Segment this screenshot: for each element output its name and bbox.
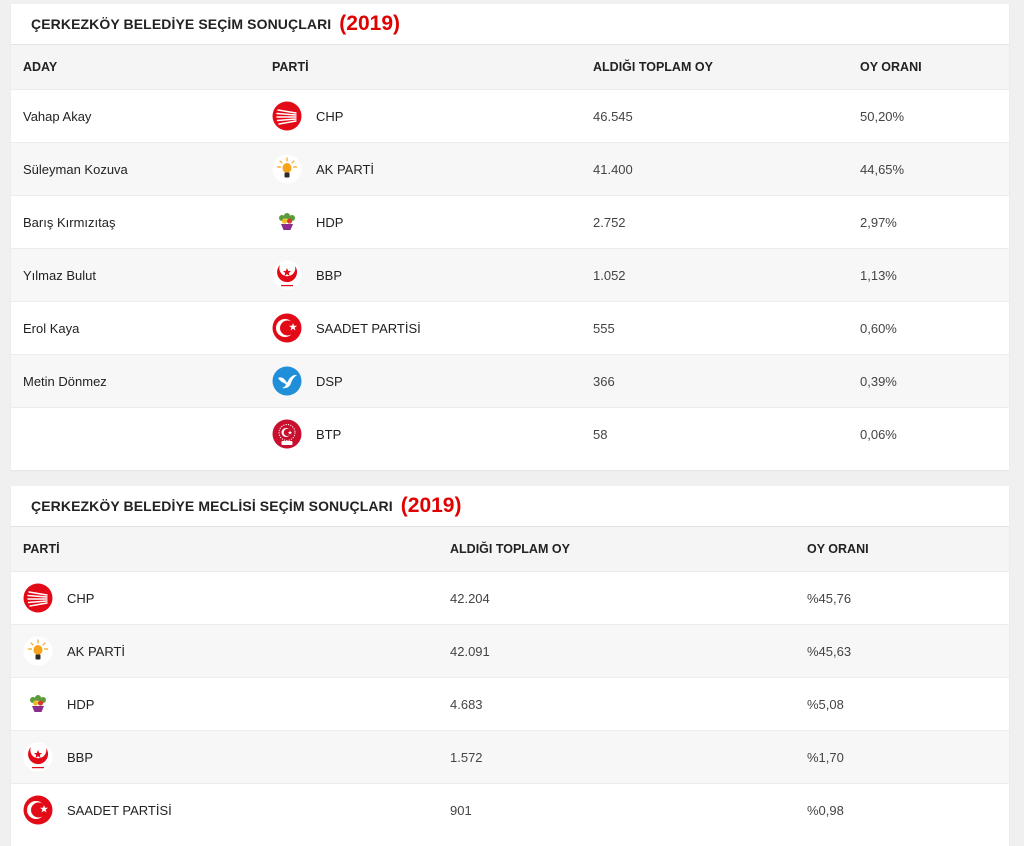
party-name: SAADET PARTİSİ bbox=[316, 320, 421, 336]
vote-ratio: 1,13% bbox=[848, 248, 1009, 302]
col-header-party: PARTİ bbox=[11, 527, 438, 572]
mayor-results-title: ÇERKEZKÖY BELEDİYE SEÇİM SONUÇLARI bbox=[31, 16, 332, 32]
vote-count: 555 bbox=[581, 301, 848, 355]
vote-ratio: %0,98 bbox=[795, 783, 1009, 836]
party-name: CHP bbox=[67, 590, 95, 606]
mayor-results-header: ÇERKEZKÖY BELEDİYE SEÇİM SONUÇLARI (2019… bbox=[11, 4, 1009, 45]
candidate-name: Metin Dönmez bbox=[11, 354, 260, 408]
vote-ratio: 2,97% bbox=[848, 195, 1009, 249]
col-header-votes: ALDIĞI TOPLAM OY bbox=[581, 45, 848, 90]
candidate-name: Vahap Akay bbox=[11, 89, 260, 143]
party-name: AK PARTİ bbox=[316, 161, 375, 177]
table-row: Metin Dönmez DSP 366 0,39% bbox=[11, 354, 1009, 408]
chp-logo-icon bbox=[23, 583, 53, 613]
table-row: Yılmaz Bulut BBP 1.052 1,13% bbox=[11, 248, 1009, 302]
council-results-header: ÇERKEZKÖY BELEDİYE MECLİSİ SEÇİM SONUÇLA… bbox=[11, 486, 1009, 527]
party-name: AK PARTİ bbox=[67, 643, 126, 659]
vote-count: 2.752 bbox=[581, 195, 848, 249]
table-row: BTP 58 0,06% bbox=[11, 407, 1009, 460]
party-name: HDP bbox=[316, 214, 344, 230]
vote-count: 1.572 bbox=[438, 730, 795, 784]
party-name: BBP bbox=[67, 749, 94, 765]
vote-ratio: 0,06% bbox=[848, 407, 1009, 460]
vote-count: 42.091 bbox=[438, 624, 795, 678]
candidate-name: Erol Kaya bbox=[11, 301, 260, 355]
council-results-table: PARTİ ALDIĞI TOPLAM OY OY ORANI CHP 42.2… bbox=[11, 527, 1009, 836]
akparti-logo-icon bbox=[23, 636, 53, 666]
mayor-results-card: ÇERKEZKÖY BELEDİYE SEÇİM SONUÇLARI (2019… bbox=[11, 4, 1009, 470]
mayor-results-table: ADAY PARTİ ALDIĞI TOPLAM OY OY ORANI Vah… bbox=[11, 45, 1009, 460]
council-results-title: ÇERKEZKÖY BELEDİYE MECLİSİ SEÇİM SONUÇLA… bbox=[31, 498, 393, 514]
hdp-logo-icon bbox=[23, 689, 53, 719]
saadet-logo-icon bbox=[23, 795, 53, 825]
table-row: Erol Kaya SAADET PARTİSİ 555 0,60% bbox=[11, 301, 1009, 355]
candidate-name: Süleyman Kozuva bbox=[11, 142, 260, 196]
vote-ratio: 0,60% bbox=[848, 301, 1009, 355]
col-header-candidate: ADAY bbox=[11, 45, 260, 90]
vote-count: 41.400 bbox=[581, 142, 848, 196]
col-header-votes: ALDIĞI TOPLAM OY bbox=[438, 527, 795, 572]
table-row: HDP 4.683 %5,08 bbox=[11, 677, 1009, 731]
council-table-header-row: PARTİ ALDIĞI TOPLAM OY OY ORANI bbox=[11, 527, 1009, 572]
table-row: CHP 42.204 %45,76 bbox=[11, 571, 1009, 625]
table-row: BBP 1.572 %1,70 bbox=[11, 730, 1009, 784]
vote-count: 1.052 bbox=[581, 248, 848, 302]
party-name: DSP bbox=[316, 373, 343, 389]
col-header-ratio: OY ORANI bbox=[795, 527, 1009, 572]
candidate-name: Yılmaz Bulut bbox=[11, 248, 260, 302]
candidate-name: Barış Kırmızıtaş bbox=[11, 195, 260, 249]
bbp-logo-icon bbox=[23, 742, 53, 772]
col-header-ratio: OY ORANI bbox=[848, 45, 1009, 90]
btp-logo-icon bbox=[272, 419, 302, 449]
vote-ratio: 44,65% bbox=[848, 142, 1009, 196]
mayor-table-header-row: ADAY PARTİ ALDIĞI TOPLAM OY OY ORANI bbox=[11, 45, 1009, 90]
vote-count: 366 bbox=[581, 354, 848, 408]
vote-count: 901 bbox=[438, 783, 795, 836]
party-name: SAADET PARTİSİ bbox=[67, 802, 172, 818]
dsp-logo-icon bbox=[272, 366, 302, 396]
col-header-party: PARTİ bbox=[260, 45, 581, 90]
bbp-logo-icon bbox=[272, 260, 302, 290]
vote-ratio: 50,20% bbox=[848, 89, 1009, 143]
chp-logo-icon bbox=[272, 101, 302, 131]
vote-ratio: %5,08 bbox=[795, 677, 1009, 731]
vote-ratio: %45,63 bbox=[795, 624, 1009, 678]
table-row: AK PARTİ 42.091 %45,63 bbox=[11, 624, 1009, 678]
vote-count: 58 bbox=[581, 407, 848, 460]
mayor-results-year: (2019) bbox=[339, 12, 400, 35]
hdp-logo-icon bbox=[272, 207, 302, 237]
council-results-year: (2019) bbox=[400, 494, 462, 517]
akparti-logo-icon bbox=[272, 154, 302, 184]
table-row: Süleyman Kozuva AK PARTİ 41.400 44,65% bbox=[11, 142, 1009, 196]
vote-count: 42.204 bbox=[438, 571, 795, 625]
party-name: BBP bbox=[316, 267, 343, 283]
party-name: HDP bbox=[67, 696, 95, 712]
saadet-logo-icon bbox=[272, 313, 302, 343]
candidate-name bbox=[11, 407, 260, 460]
vote-ratio: %45,76 bbox=[795, 571, 1009, 625]
vote-ratio: %1,70 bbox=[795, 730, 1009, 784]
table-row: Vahap Akay CHP 46.545 50,20% bbox=[11, 89, 1009, 143]
vote-ratio: 0,39% bbox=[848, 354, 1009, 408]
table-row: SAADET PARTİSİ 901 %0,98 bbox=[11, 783, 1009, 836]
party-name: CHP bbox=[316, 108, 344, 124]
vote-count: 46.545 bbox=[581, 89, 848, 143]
vote-count: 4.683 bbox=[438, 677, 795, 731]
council-results-card: ÇERKEZKÖY BELEDİYE MECLİSİ SEÇİM SONUÇLA… bbox=[11, 486, 1009, 846]
table-row: Barış Kırmızıtaş HDP 2.752 2,97% bbox=[11, 195, 1009, 249]
party-name: BTP bbox=[316, 426, 342, 442]
